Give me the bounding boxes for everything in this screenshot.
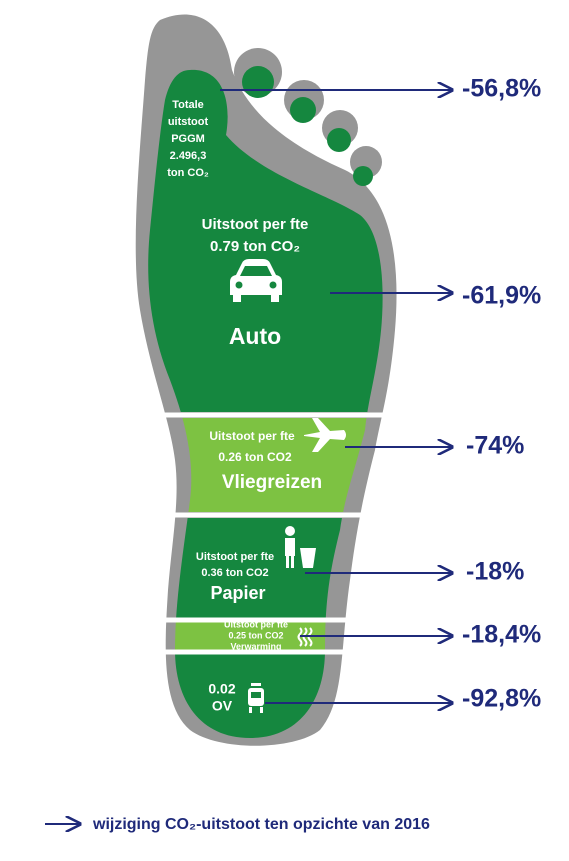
infographic: Totale uitstoot PGGM 2.496,3 ton CO₂ Uit… — [0, 0, 569, 861]
segment-name: Verwarming — [230, 641, 281, 651]
segment-line: 0.25 ton CO2 — [228, 630, 283, 640]
total-line: Totale — [172, 99, 204, 111]
change-value: -18% — [466, 558, 524, 586]
segment-line: Uitstoot per fte — [224, 619, 288, 629]
segment-line: 0.02 — [208, 681, 235, 697]
segment-name: OV — [212, 698, 233, 714]
change-value: -74% — [466, 432, 524, 460]
change-value: -18,4% — [462, 621, 541, 649]
total-line: uitstoot — [168, 116, 209, 128]
change-value: -56,8% — [462, 75, 541, 103]
segment-line: 0.26 ton CO2 — [218, 450, 292, 464]
segment-line: Uitstoot per fte — [196, 551, 274, 563]
total-line: 2.496,3 — [170, 150, 207, 162]
legend-text: wijziging CO₂-uitstoot ten opzichte van … — [92, 816, 430, 833]
segment-line: Uitstoot per fte — [202, 216, 309, 233]
segment-name: Auto — [229, 323, 281, 349]
segment-line: 0.36 ton CO2 — [201, 567, 268, 579]
segment-name: Papier — [210, 583, 265, 603]
change-value: -61,9% — [462, 282, 541, 310]
change-value: -92,8% — [462, 685, 541, 713]
page: Totale uitstoot PGGM 2.496,3 ton CO₂ Uit… — [0, 0, 569, 861]
segment-line: 0.79 ton CO₂ — [210, 238, 300, 255]
segment-line: Uitstoot per fte — [209, 429, 295, 443]
total-line: PGGM — [171, 133, 205, 145]
segment-name: Vliegreizen — [222, 472, 322, 493]
total-line: ton CO₂ — [167, 167, 209, 179]
